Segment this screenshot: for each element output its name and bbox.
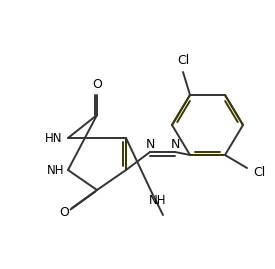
Text: NH: NH xyxy=(47,164,65,176)
Text: O: O xyxy=(59,207,69,220)
Text: N: N xyxy=(170,139,180,151)
Text: NH: NH xyxy=(149,193,167,207)
Text: N: N xyxy=(145,139,155,151)
Text: Cl: Cl xyxy=(177,54,189,66)
Text: HN: HN xyxy=(45,132,63,144)
Text: O: O xyxy=(92,79,102,91)
Text: Cl: Cl xyxy=(253,167,265,179)
